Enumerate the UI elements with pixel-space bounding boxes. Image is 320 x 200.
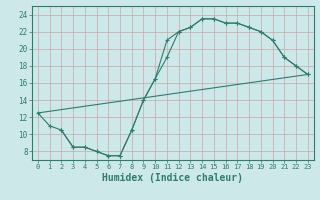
X-axis label: Humidex (Indice chaleur): Humidex (Indice chaleur) <box>102 173 243 183</box>
